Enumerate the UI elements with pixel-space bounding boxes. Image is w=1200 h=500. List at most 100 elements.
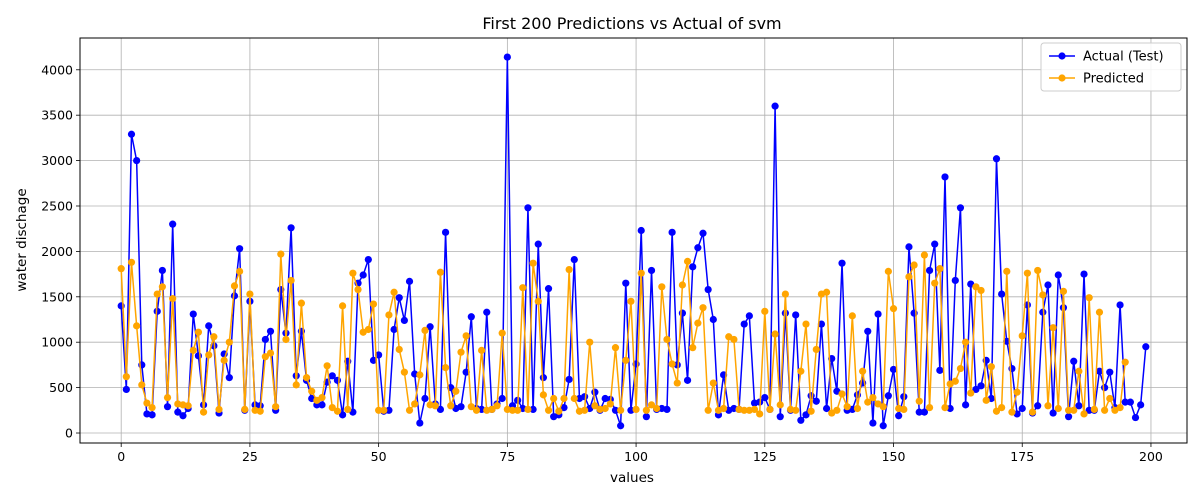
data-point: [586, 338, 594, 346]
data-point: [987, 363, 995, 371]
data-point: [663, 335, 671, 344]
data-point: [694, 244, 702, 252]
data-point: [683, 376, 692, 384]
data-point: [498, 394, 506, 403]
data-point: [1064, 413, 1073, 421]
data-point: [385, 311, 393, 319]
data-point: [447, 402, 455, 410]
data-point: [807, 392, 815, 400]
data-point: [931, 279, 939, 287]
data-point: [663, 405, 671, 413]
data-point: [1106, 394, 1114, 403]
data-point: [323, 362, 331, 370]
data-point: [478, 346, 486, 354]
data-point: [297, 299, 305, 307]
data-point: [127, 130, 136, 138]
data-point: [1090, 405, 1098, 413]
data-point: [838, 390, 846, 398]
data-point: [1034, 402, 1042, 410]
data-point: [215, 405, 223, 413]
data-point: [1018, 404, 1026, 413]
data-point: [194, 328, 203, 336]
data-point: [318, 401, 326, 409]
data-point: [879, 422, 887, 430]
data-point: [807, 407, 815, 415]
data-point: [194, 352, 203, 360]
data-point: [797, 367, 805, 375]
data-point: [998, 290, 1006, 298]
legend-marker: [1058, 52, 1066, 60]
data-point: [689, 263, 697, 271]
data-point: [272, 403, 280, 411]
data-point: [426, 323, 434, 331]
data-point: [514, 406, 522, 414]
data-point: [550, 394, 558, 403]
data-point: [776, 413, 784, 421]
data-point: [1008, 408, 1016, 416]
data-point: [704, 285, 712, 294]
y-tick-label: 4000: [41, 62, 73, 77]
data-point: [333, 407, 342, 415]
data-point: [709, 315, 717, 324]
data-point: [642, 406, 650, 414]
data-point: [761, 307, 769, 315]
y-tick-label: 2000: [41, 244, 73, 259]
x-tick-label: 50: [371, 449, 387, 464]
data-point: [467, 403, 475, 411]
data-point: [395, 294, 403, 302]
data-point: [570, 255, 578, 264]
data-point: [853, 404, 862, 413]
data-point: [864, 398, 872, 406]
data-point: [1080, 270, 1088, 278]
series-line: [120, 56, 1147, 427]
legend-label: Actual (Test): [1083, 50, 1164, 65]
data-point: [184, 402, 192, 410]
data-point: [874, 310, 882, 318]
data-point: [936, 366, 944, 374]
data-point: [678, 309, 687, 317]
data-point: [508, 406, 517, 414]
data-point: [261, 335, 269, 344]
data-point: [591, 402, 599, 410]
data-point: [591, 388, 599, 396]
data-point: [354, 285, 362, 294]
data-point: [1116, 301, 1124, 309]
data-point: [1106, 368, 1114, 376]
data-point: [364, 255, 372, 264]
data-point: [524, 405, 532, 413]
data-point: [889, 305, 898, 313]
data-point: [879, 403, 887, 411]
data-point: [338, 411, 347, 419]
data-point: [1095, 367, 1104, 375]
data-point: [931, 240, 939, 248]
ticks: 0 25 50 75 100 125 150 175 200050010001500200025…: [41, 62, 1163, 464]
data-point: [962, 401, 970, 409]
data-point: [457, 348, 465, 356]
data-point: [668, 228, 676, 236]
data-point: [895, 412, 903, 420]
data-point: [364, 325, 372, 334]
data-point: [756, 410, 764, 418]
data-point: [1054, 271, 1062, 279]
data-point: [421, 326, 429, 334]
data-point: [750, 405, 759, 413]
data-point: [910, 261, 918, 269]
data-point: [1095, 308, 1104, 316]
data-point: [647, 401, 656, 409]
data-point: [560, 394, 568, 403]
data-point: [802, 411, 810, 419]
data-point: [328, 403, 336, 412]
y-tick-label: 3000: [41, 153, 73, 168]
data-point: [1064, 406, 1073, 414]
data-point: [153, 290, 161, 298]
data-point: [642, 413, 650, 421]
data-point: [122, 373, 130, 381]
series-layer: [117, 53, 1150, 430]
data-point: [122, 385, 130, 394]
data-point: [431, 402, 439, 410]
data-point: [169, 220, 177, 228]
data-point: [436, 268, 445, 276]
data-point: [220, 356, 228, 364]
data-point: [400, 368, 408, 376]
